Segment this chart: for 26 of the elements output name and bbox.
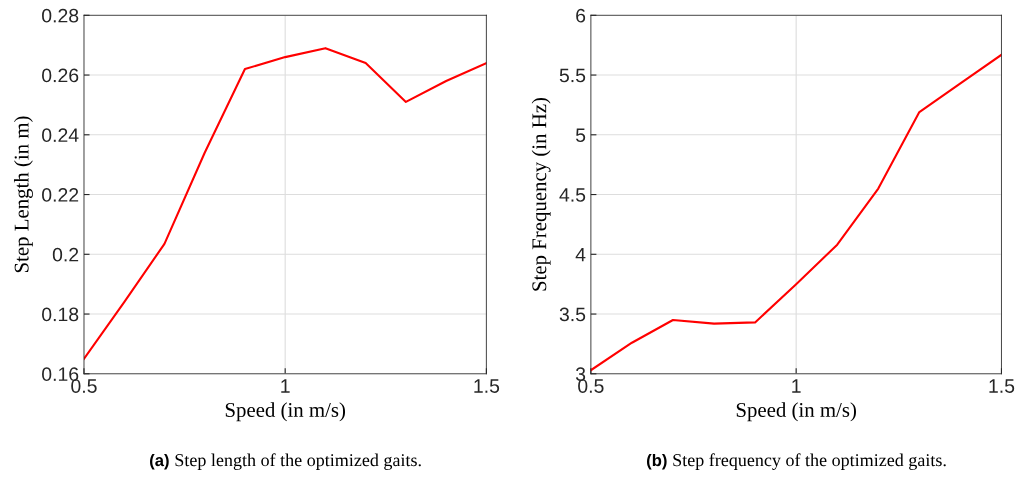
x-tick-label: 0.5 xyxy=(71,379,97,393)
y-tick-label: 5.5 xyxy=(559,68,586,83)
text: (a) Step length of the optimized gaits. xyxy=(150,453,421,470)
y-tick-label: 6 xyxy=(576,8,586,23)
y-tick-label: 0.18 xyxy=(42,307,79,322)
y-tick-label: 0.28 xyxy=(42,8,79,23)
y-tick-label: 0.24 xyxy=(42,128,79,143)
x-tick-label: 1.5 xyxy=(989,379,1015,393)
x-tick-label: 1.5 xyxy=(474,379,500,393)
y-axis-title: Step Frequency (in Hz) xyxy=(531,97,551,291)
line-series xyxy=(83,47,487,360)
y-tick-label: 4.5 xyxy=(559,188,586,202)
y-tick-label: 5 xyxy=(575,128,586,143)
y-tick-label: 0.2 xyxy=(52,247,79,262)
y-tick-label: 3.5 xyxy=(559,307,586,322)
y-tick-label: 0.16 xyxy=(42,367,79,382)
y-tick-label: 0.26 xyxy=(42,68,79,83)
x-tick-label: 1 xyxy=(792,379,801,393)
x-axis-title: Speed (in m/s) xyxy=(225,402,346,422)
y-axis-title: Step Length (in m) xyxy=(13,116,33,273)
y-tick-label: 0.22 xyxy=(42,188,79,202)
y-tick-label: 4 xyxy=(575,247,586,262)
x-tick-label: 0.5 xyxy=(578,379,604,393)
x-tick-label: 1 xyxy=(281,379,290,393)
x-axis-title: Speed (in m/s) xyxy=(736,402,856,422)
text: (b) Step frequency of the optimized gaits. xyxy=(646,453,946,470)
